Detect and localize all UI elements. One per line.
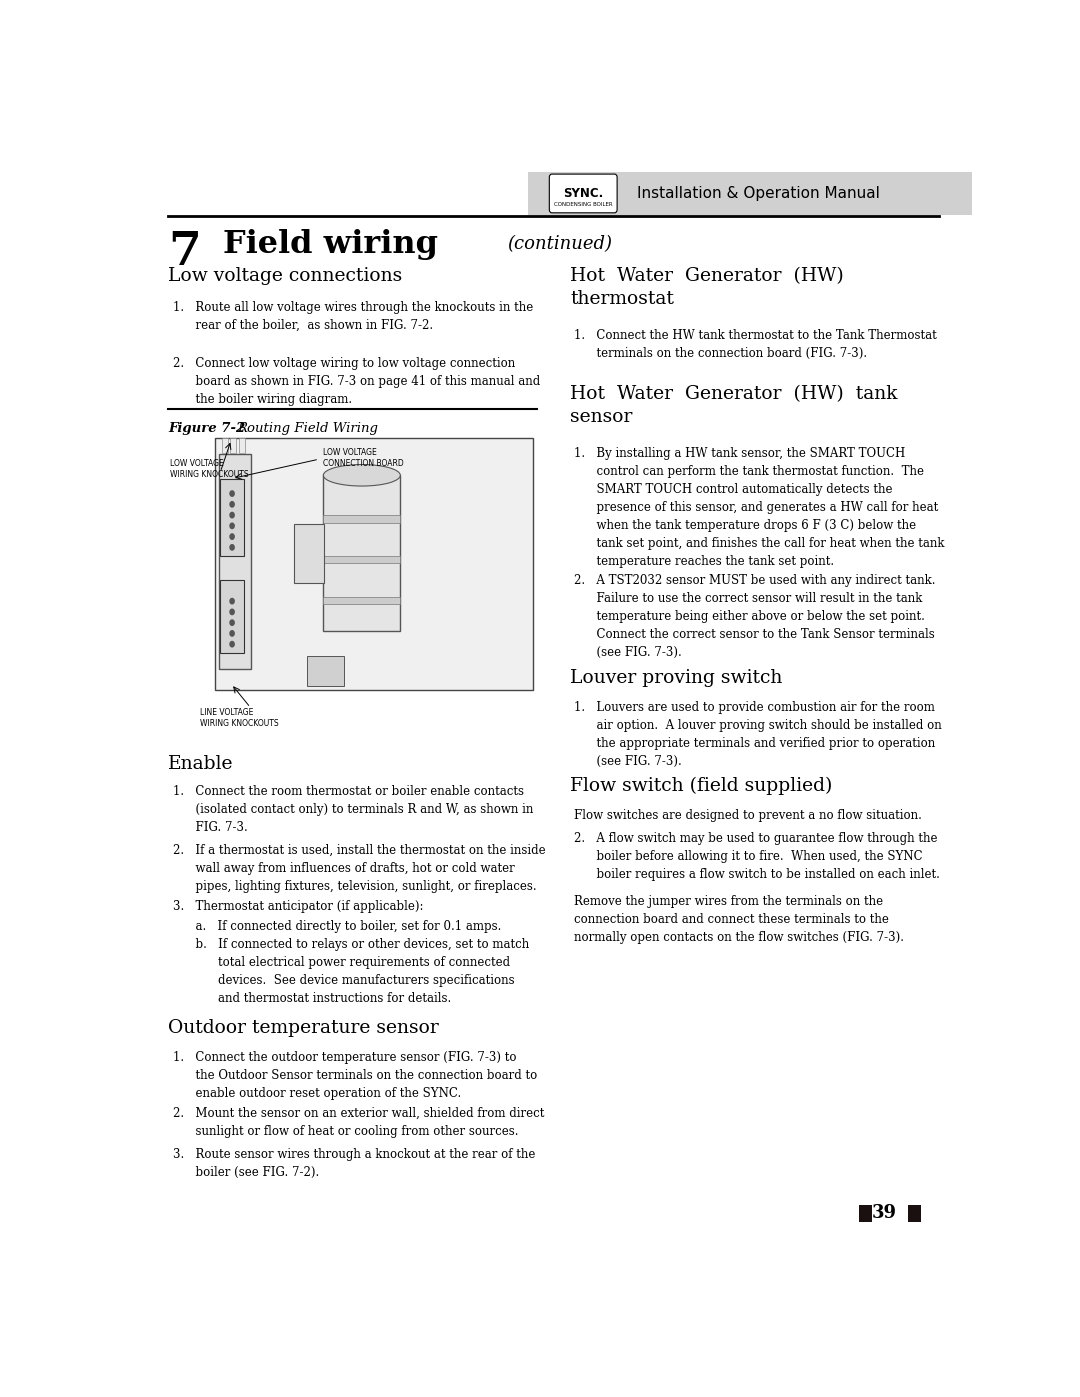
Circle shape (230, 641, 234, 647)
Text: Routing Field Wiring: Routing Field Wiring (238, 422, 378, 434)
Bar (307, 657, 345, 686)
Text: LINE VOLTAGE
WIRING KNOCKOUTS: LINE VOLTAGE WIRING KNOCKOUTS (200, 708, 279, 728)
Text: 1.   Route all low voltage wires through the knockouts in the
      rear of the : 1. Route all low voltage wires through t… (173, 300, 532, 332)
Text: 7: 7 (168, 229, 201, 275)
Circle shape (230, 513, 234, 518)
Text: Louver proving switch: Louver proving switch (570, 669, 783, 687)
Text: Hot  Water  Generator  (HW)  tank
sensor: Hot Water Generator (HW) tank sensor (570, 386, 897, 426)
Text: LOW VOLTAGE
WIRING KNOCKOUTS: LOW VOLTAGE WIRING KNOCKOUTS (171, 460, 248, 479)
Bar (859, 1204, 873, 1222)
Text: 2.   A TST2032 sensor MUST be used with any indirect tank.
      Failure to use : 2. A TST2032 sensor MUST be used with an… (575, 574, 936, 659)
Text: 1.   Louvers are used to provide combustion air for the room
      air option.  : 1. Louvers are used to provide combustio… (575, 701, 942, 768)
Bar (528, 172, 972, 215)
Text: 1.   Connect the HW tank thermostat to the Tank Thermostat
      terminals on th: 1. Connect the HW tank thermostat to the… (575, 330, 937, 360)
Circle shape (230, 522, 234, 528)
Text: (continued): (continued) (508, 236, 612, 253)
Text: 1.   Connect the outdoor temperature sensor (FIG. 7-3) to
      the Outdoor Sens: 1. Connect the outdoor temperature senso… (173, 1051, 537, 1099)
Bar (215, 437, 532, 690)
Text: 3.   Route sensor wires through a knockout at the rear of the
      boiler (see : 3. Route sensor wires through a knockout… (173, 1147, 535, 1179)
Bar (218, 454, 251, 669)
Text: 39: 39 (872, 1204, 896, 1222)
Text: SYNC.: SYNC. (563, 187, 603, 200)
Bar (222, 437, 228, 453)
Text: Flow switches are designed to prevent a no flow situation.: Flow switches are designed to prevent a … (575, 809, 922, 821)
Text: Outdoor temperature sensor: Outdoor temperature sensor (168, 1018, 440, 1037)
Bar (323, 556, 401, 563)
Text: 2.   A flow switch may be used to guarantee flow through the
      boiler before: 2. A flow switch may be used to guarante… (575, 833, 941, 882)
Ellipse shape (323, 465, 401, 486)
Text: Installation & Operation Manual: Installation & Operation Manual (637, 186, 880, 201)
Bar (294, 524, 324, 583)
Text: CONDENSING BOILER: CONDENSING BOILER (554, 201, 613, 207)
Circle shape (230, 545, 234, 550)
Bar (323, 515, 401, 522)
Text: LOW VOLTAGE
CONNECTION BOARD: LOW VOLTAGE CONNECTION BOARD (323, 448, 404, 468)
Text: Enable: Enable (168, 754, 234, 773)
Circle shape (230, 534, 234, 539)
Bar (323, 475, 401, 631)
Text: 2.   If a thermostat is used, install the thermostat on the inside
      wall aw: 2. If a thermostat is used, install the … (173, 844, 545, 893)
Text: 1.   Connect the room thermostat or boiler enable contacts
      (isolated conta: 1. Connect the room thermostat or boiler… (173, 785, 534, 834)
Text: Low voltage connections: Low voltage connections (168, 267, 403, 285)
Bar (220, 479, 244, 556)
Text: Remove the jumper wires from the terminals on the
connection board and connect t: Remove the jumper wires from the termina… (575, 895, 904, 944)
Bar (230, 437, 237, 453)
Circle shape (230, 502, 234, 507)
Circle shape (230, 598, 234, 604)
Text: 2.   Mount the sensor on an exterior wall, shielded from direct
      sunlight o: 2. Mount the sensor on an exterior wall,… (173, 1106, 544, 1137)
Text: 2.   Connect low voltage wiring to low voltage connection
      board as shown i: 2. Connect low voltage wiring to low vol… (173, 358, 540, 407)
Bar (907, 1204, 921, 1222)
Circle shape (230, 609, 234, 615)
FancyBboxPatch shape (550, 175, 617, 212)
Circle shape (230, 490, 234, 496)
Text: 3.   Thermostat anticipator (if applicable):: 3. Thermostat anticipator (if applicable… (173, 900, 423, 914)
Bar (239, 437, 245, 453)
Text: Figure 7-2: Figure 7-2 (168, 422, 251, 434)
Circle shape (230, 620, 234, 626)
Bar (323, 597, 401, 605)
Text: Flow switch (field supplied): Flow switch (field supplied) (570, 777, 833, 795)
Circle shape (230, 630, 234, 636)
Text: 1.   By installing a HW tank sensor, the SMART TOUCH
      control can perform t: 1. By installing a HW tank sensor, the S… (575, 447, 945, 569)
Text: Hot  Water  Generator  (HW)
thermostat: Hot Water Generator (HW) thermostat (570, 267, 843, 307)
Bar (220, 580, 244, 652)
Text: Field wiring: Field wiring (222, 229, 437, 260)
Text: a.   If connected directly to boiler, set for 0.1 amps.
      b.   If connected : a. If connected directly to boiler, set … (173, 919, 529, 1004)
